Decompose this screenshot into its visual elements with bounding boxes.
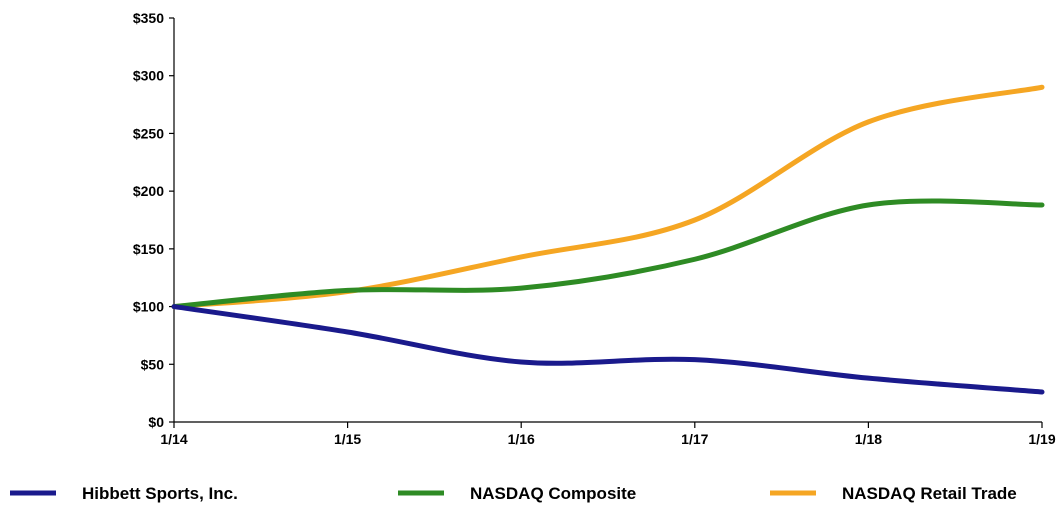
legend-item-nasdaq-composite: NASDAQ Composite bbox=[398, 484, 636, 503]
y-tick-label: $200 bbox=[133, 183, 164, 199]
series-line-nasdaq-composite bbox=[171, 198, 1045, 310]
x-tick-label: 1/19 bbox=[1028, 431, 1055, 447]
legend-label: NASDAQ Retail Trade bbox=[842, 484, 1017, 503]
series-line-nasdaq-retail-trade bbox=[171, 84, 1045, 310]
chart-axes: $0 $50 $100 $150 $200 $250 $300 $350 1/14 1/15 1/1… bbox=[133, 10, 1056, 447]
y-tick-label: $100 bbox=[133, 299, 164, 315]
x-tick-label: 1/18 bbox=[855, 431, 882, 447]
x-tick-label: 1/15 bbox=[334, 431, 361, 447]
y-tick-label: $300 bbox=[133, 68, 164, 84]
legend-label: Hibbett Sports, Inc. bbox=[82, 484, 238, 503]
chart-series bbox=[171, 84, 1045, 395]
x-tick-label: 1/17 bbox=[681, 431, 708, 447]
chart-legend: Hibbett Sports, Inc. NASDAQ Composite NASD… bbox=[10, 484, 1017, 503]
y-tick-label: $50 bbox=[141, 356, 165, 372]
x-tick-label: 1/16 bbox=[508, 431, 535, 447]
legend-item-hibbett-sports-inc: Hibbett Sports, Inc. bbox=[10, 484, 238, 503]
x-tick-label: 1/14 bbox=[160, 431, 187, 447]
series-line-hibbett-sports-inc bbox=[171, 304, 1045, 395]
legend-label: NASDAQ Composite bbox=[470, 484, 636, 503]
y-tick-label: $350 bbox=[133, 10, 164, 26]
y-tick-label: $150 bbox=[133, 241, 164, 257]
legend-item-nasdaq-retail-trade: NASDAQ Retail Trade bbox=[770, 484, 1017, 503]
y-tick-label: $250 bbox=[133, 125, 164, 141]
y-tick-label: $0 bbox=[148, 414, 164, 430]
